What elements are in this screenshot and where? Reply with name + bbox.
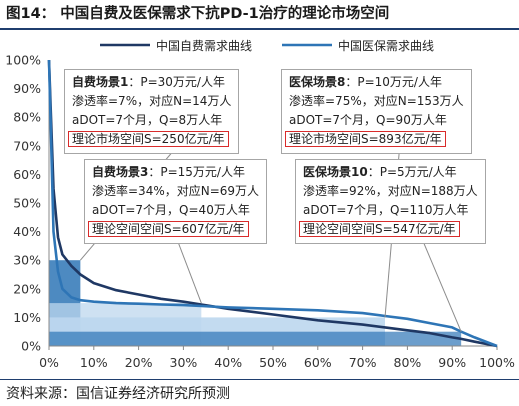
x-tick-label: 90% — [438, 355, 466, 370]
highlight-market-size: 理论空间空间S=607亿元/年 — [88, 221, 249, 237]
highlight-market-size: 理论市场空间S=893亿元/年 — [285, 131, 446, 147]
y-tick-label: 70% — [13, 138, 41, 153]
annotation-insurance-scenario-8: 医保场景8：P=10万元/人年 渗透率=75%，对应N=153万人 aDOT=7… — [281, 69, 472, 154]
source-note: 资料来源：国信证券经济研究所预测 — [6, 386, 230, 402]
insurance-demand-line — [47, 59, 498, 348]
x-tick-label: 30% — [170, 355, 198, 370]
demand-curves — [47, 59, 498, 348]
y-tick-label: 40% — [13, 224, 41, 239]
annotation-self-pay-scenario-3: 自费场景3：P=15万元/人年 渗透率=34%，对应N=69万人 aDOT=7个… — [84, 159, 268, 244]
y-tick-label: 80% — [13, 110, 41, 125]
x-tick-label: 20% — [125, 355, 153, 370]
highlight-market-size: 理论市场空间S=250亿元/年 — [68, 131, 229, 147]
y-tick-label: 50% — [13, 196, 41, 211]
demand-curve-chart: 0% 10% 20% 30% 40% 50% 60% 70% 80% 90% 100% 0% 10% 20… — [5, 38, 515, 371]
x-tick-label: 10% — [80, 355, 108, 370]
annotation-self-pay-scenario-1: 自费场景1：P=30万元/人年 渗透率=7%，对应N=14万人 aDOT=7个月… — [64, 69, 240, 154]
annotation-connector-4 — [419, 233, 462, 332]
y-tick-label: 20% — [13, 281, 41, 296]
legend-label-insurance: 中国医保需求曲线 — [338, 38, 434, 53]
annotation-connector-2 — [174, 233, 202, 304]
y-tick-label: 10% — [13, 310, 41, 325]
x-tick-label: 0% — [39, 355, 59, 370]
y-tick-label: 90% — [13, 81, 41, 96]
y-tick-label: 60% — [13, 167, 41, 182]
y-tick-label: 100% — [5, 53, 41, 68]
x-tick-label: 50% — [259, 355, 287, 370]
y-tick-label: 30% — [13, 253, 41, 268]
figure-title: 图14： 中国自费及医保需求下抗PD-1治疗的理论市场空间 — [6, 6, 390, 22]
x-tick-label: 40% — [214, 355, 242, 370]
scenario-rect-4 — [49, 331, 462, 346]
x-tick-label: 100% — [479, 355, 515, 370]
axes: 0% 10% 20% 30% 40% 50% 60% 70% 80% 90% 100% 0% 10% 20… — [5, 53, 515, 371]
self-pay-demand-line — [47, 59, 498, 348]
x-tick-label: 80% — [394, 355, 422, 370]
source-rule — [0, 379, 519, 380]
highlight-market-size: 理论空间空间S=547亿元/年 — [299, 221, 460, 237]
x-tick-label: 70% — [349, 355, 377, 370]
legend: 中国自费需求曲线 中国医保需求曲线 — [100, 38, 434, 53]
legend-label-self-pay: 中国自费需求曲线 — [156, 38, 252, 53]
y-tick-label: 0% — [21, 339, 41, 354]
x-tick-label: 60% — [304, 355, 332, 370]
annotation-insurance-scenario-10: 医保场景10：P=5万元/人年 渗透率=92%，对应N=188万人 aDOT=7… — [295, 159, 486, 244]
title-rule — [0, 28, 519, 30]
